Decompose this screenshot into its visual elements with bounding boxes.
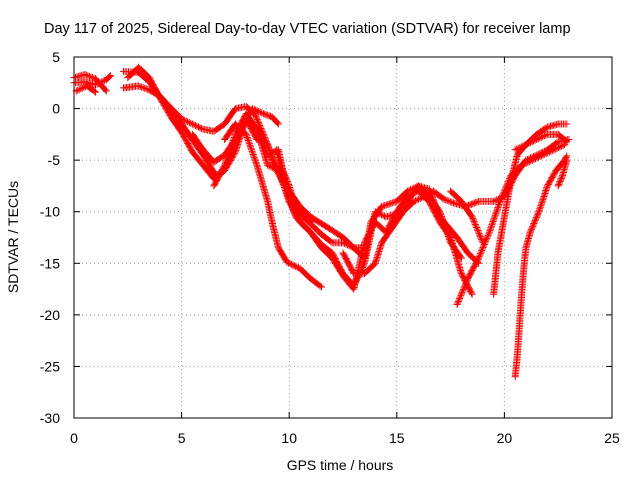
- x-tick-label: 20: [497, 430, 513, 446]
- series-arc-16: [272, 146, 315, 226]
- x-tick-label: 15: [389, 430, 405, 446]
- y-tick-labels: -30 -25 -20 -15 -10 -5 0 5: [40, 49, 60, 426]
- x-tick-labels: 0 5 10 15 20 25: [70, 430, 620, 446]
- plus-markers: [272, 146, 315, 226]
- grid: [74, 57, 612, 418]
- y-tick-label: -20: [40, 307, 60, 323]
- series-arc-8: [210, 110, 368, 252]
- plus-markers: [447, 187, 487, 247]
- x-axis-title: GPS time / hours: [287, 457, 394, 473]
- plot-frame: [73, 56, 613, 419]
- y-axis-title: SDTVAR / TECUs: [5, 181, 21, 293]
- series-arc-9: [221, 120, 325, 291]
- series-arc-13: [511, 130, 571, 154]
- x-tick-label: 10: [281, 430, 297, 446]
- plus-markers: [511, 152, 571, 381]
- y-tick-label: -5: [48, 152, 61, 168]
- plus-markers: [72, 82, 99, 96]
- series-arc-3: [72, 82, 99, 96]
- plus-markers: [554, 156, 571, 190]
- y-tick-label: 0: [52, 101, 60, 117]
- series-arc-14: [511, 152, 571, 381]
- y-tick-label: -15: [40, 255, 60, 271]
- y-tick-label: -10: [40, 204, 60, 220]
- y-tick-label: -30: [40, 410, 60, 426]
- series-arc-15: [554, 156, 571, 190]
- plus-markers: [453, 141, 569, 308]
- x-tick-label: 0: [70, 430, 78, 446]
- chart-title: Day 117 of 2025, Sidereal Day-to-day VTE…: [44, 21, 571, 37]
- series-arc-5: [124, 63, 465, 290]
- y-tick-label: 5: [52, 49, 60, 65]
- plus-markers: [511, 130, 571, 154]
- plus-markers: [221, 120, 325, 291]
- x-tick-label: 25: [604, 430, 620, 446]
- y-tick-label: -25: [40, 358, 60, 374]
- series-arc-11: [453, 141, 569, 308]
- axis-ticks: [73, 56, 613, 419]
- series-arc-17: [447, 187, 487, 247]
- plus-markers: [210, 110, 368, 252]
- plus-markers: [124, 63, 465, 290]
- x-tick-label: 5: [178, 430, 186, 446]
- data-markers: [70, 63, 573, 381]
